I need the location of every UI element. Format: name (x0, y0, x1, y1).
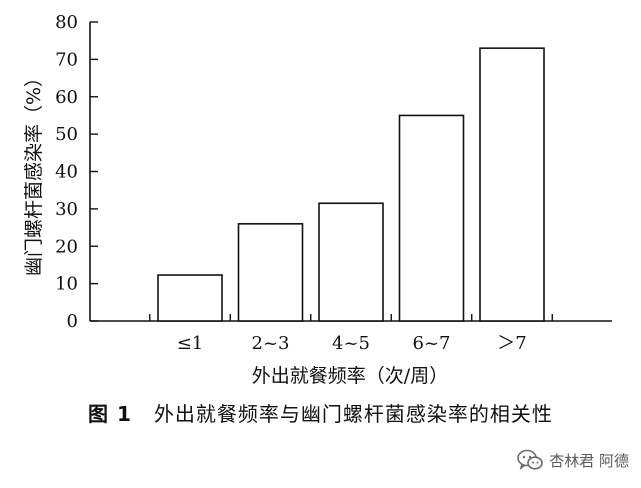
wechat-icon (517, 449, 544, 470)
bar-1 (157, 274, 223, 322)
y-tick-label-60: 60 (55, 87, 78, 108)
x-tick-label-4: 6~7 (413, 333, 451, 354)
bar-2 (237, 223, 304, 322)
x-tick-label-2: 2~3 (252, 333, 290, 354)
x-tick-label-3: 4~5 (332, 333, 370, 354)
y-tick-label-80: 80 (55, 12, 78, 33)
y-tick-label-0: 0 (67, 311, 78, 332)
x-tick-label-5: ＞7 (497, 333, 526, 354)
watermark-text: 杏林君 阿德 (549, 451, 629, 470)
bar-3 (318, 202, 384, 322)
y-tick-label-10: 10 (55, 274, 78, 295)
bar-4 (398, 114, 465, 322)
y-tick-label-20: 20 (55, 236, 78, 257)
caption-label: 图 1 (88, 402, 132, 426)
x-axis-label: 外出就餐频率（次/周） (252, 365, 448, 387)
y-tick-label-40: 40 (55, 162, 78, 183)
y-tick-label-70: 70 (55, 49, 78, 70)
y-tick-label-50: 50 (55, 124, 78, 145)
watermark: 杏林君 阿德 (517, 446, 629, 474)
bar-5 (479, 47, 545, 322)
y-axis-label: 幽门螺杆菌感染率（%） (23, 68, 45, 276)
y-tick-label-30: 30 (55, 199, 78, 220)
figure-caption: 图 1 外出就餐频率与幽门螺杆菌感染率的相关性 (0, 398, 641, 427)
caption-text: 外出就餐频率与幽门螺杆菌感染率的相关性 (153, 402, 553, 426)
x-tick-label-1: ≤1 (177, 333, 204, 354)
